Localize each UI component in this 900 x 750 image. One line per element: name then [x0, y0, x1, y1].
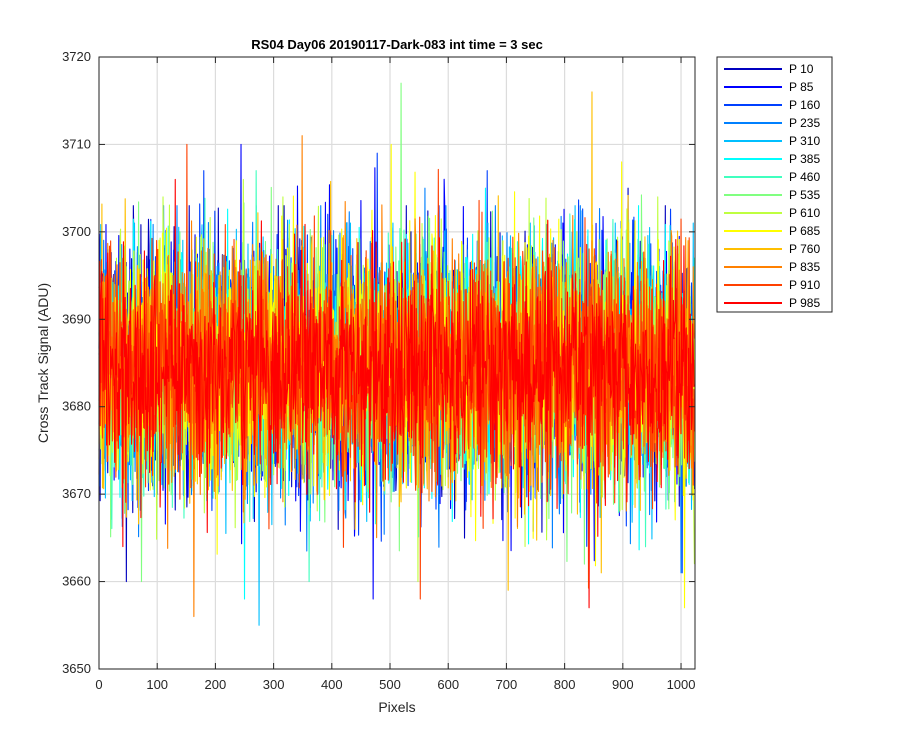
legend-label: P 310 — [789, 134, 820, 148]
legend-label: P 85 — [789, 80, 814, 94]
legend-label: P 235 — [789, 116, 820, 130]
x-axis-label: Pixels — [378, 699, 415, 715]
x-tick-label: 900 — [612, 677, 634, 692]
x-tick-label: 600 — [437, 677, 459, 692]
y-axis-label: Cross Track Signal (ADU) — [35, 283, 51, 443]
legend-label: P 985 — [789, 296, 820, 310]
y-tick-label: 3660 — [62, 574, 91, 589]
x-tick-label: 1000 — [667, 677, 696, 692]
plot-area — [98, 82, 695, 626]
legend-label: P 685 — [789, 224, 820, 238]
y-tick-label: 3650 — [62, 661, 91, 676]
legend-label: P 385 — [789, 152, 820, 166]
x-tick-label: 100 — [146, 677, 168, 692]
axis-ticks: 0 100 200 300 400 500 600 700 800 900 1000 3650 3660… — [62, 49, 695, 692]
x-tick-label: 400 — [321, 677, 343, 692]
y-tick-label: 3670 — [62, 486, 91, 501]
legend-label: P 460 — [789, 170, 820, 184]
x-tick-label: 800 — [554, 677, 576, 692]
x-tick-label: 0 — [95, 677, 102, 692]
x-tick-label: 300 — [263, 677, 285, 692]
legend-label: P 610 — [789, 206, 820, 220]
y-tick-label: 3710 — [62, 136, 91, 151]
y-tick-label: 3720 — [62, 49, 91, 64]
legend-label: P 160 — [789, 98, 820, 112]
legend-label: P 910 — [789, 278, 820, 292]
legend-label: P 10 — [789, 62, 814, 76]
series-line — [98, 178, 695, 609]
legend-label: P 835 — [789, 260, 820, 274]
x-tick-label: 200 — [205, 677, 227, 692]
legend-label: P 535 — [789, 188, 820, 202]
legend: P 10 P 85 P 160 P 235 P 310 P 385 P 460 P 535 P … — [716, 56, 833, 313]
x-tick-label: 500 — [379, 677, 401, 692]
x-tick-label: 700 — [496, 677, 518, 692]
axes-box — [98, 56, 696, 670]
y-tick-label: 3700 — [62, 224, 91, 239]
chart-title: RS04 Day06 20190117-Dark-083 int time = … — [251, 37, 543, 52]
y-tick-label: 3680 — [62, 399, 91, 414]
legend-box — [716, 56, 833, 313]
legend-label: P 760 — [789, 242, 820, 256]
y-tick-label: 3690 — [62, 311, 91, 326]
